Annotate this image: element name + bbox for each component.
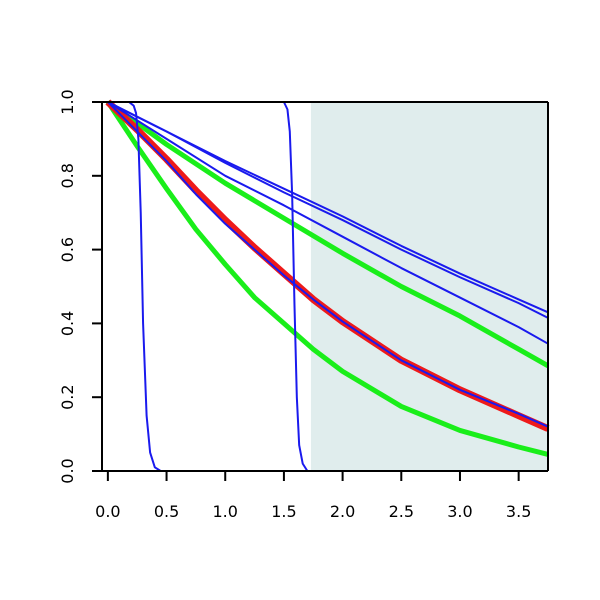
x-tick-label: 3.5: [506, 502, 531, 521]
y-axis: 0.0 0.2 0.4 0.6 0.8 1.0: [58, 89, 102, 484]
x-tick-label: 0.0: [95, 502, 120, 521]
series-layer: [105, 99, 550, 472]
series-line-blue-2: [107, 101, 549, 319]
y-tick-label: 1.0: [58, 89, 77, 114]
x-tick-label: 2.0: [330, 502, 355, 521]
plot-frame: [101, 101, 549, 472]
series-line-blue-3: [107, 101, 549, 345]
series-line-green-7: [105, 100, 549, 457]
y-tick-label: 0.8: [58, 163, 77, 188]
x-axis: 0.0 0.5 1.0 1.5 2.0 2.5 3.0 3.5: [95, 471, 531, 521]
series-line-blue-5: [107, 101, 549, 428]
x-tick-label: 3.0: [447, 502, 472, 521]
y-tick-label: 0.2: [58, 384, 77, 409]
series-line-blue-9: [107, 101, 548, 472]
y-tick-label: 0.4: [58, 311, 77, 336]
series-line-blue-8: [107, 101, 548, 472]
x-tick-label: 1.0: [213, 502, 238, 521]
series-line-green-4: [106, 99, 550, 369]
y-tick-label: 0.0: [58, 458, 77, 483]
x-tick-label: 2.5: [389, 502, 414, 521]
y-tick-label: 0.6: [58, 237, 77, 262]
x-tick-label: 1.5: [271, 502, 296, 521]
x-tick-label: 0.5: [154, 502, 179, 521]
